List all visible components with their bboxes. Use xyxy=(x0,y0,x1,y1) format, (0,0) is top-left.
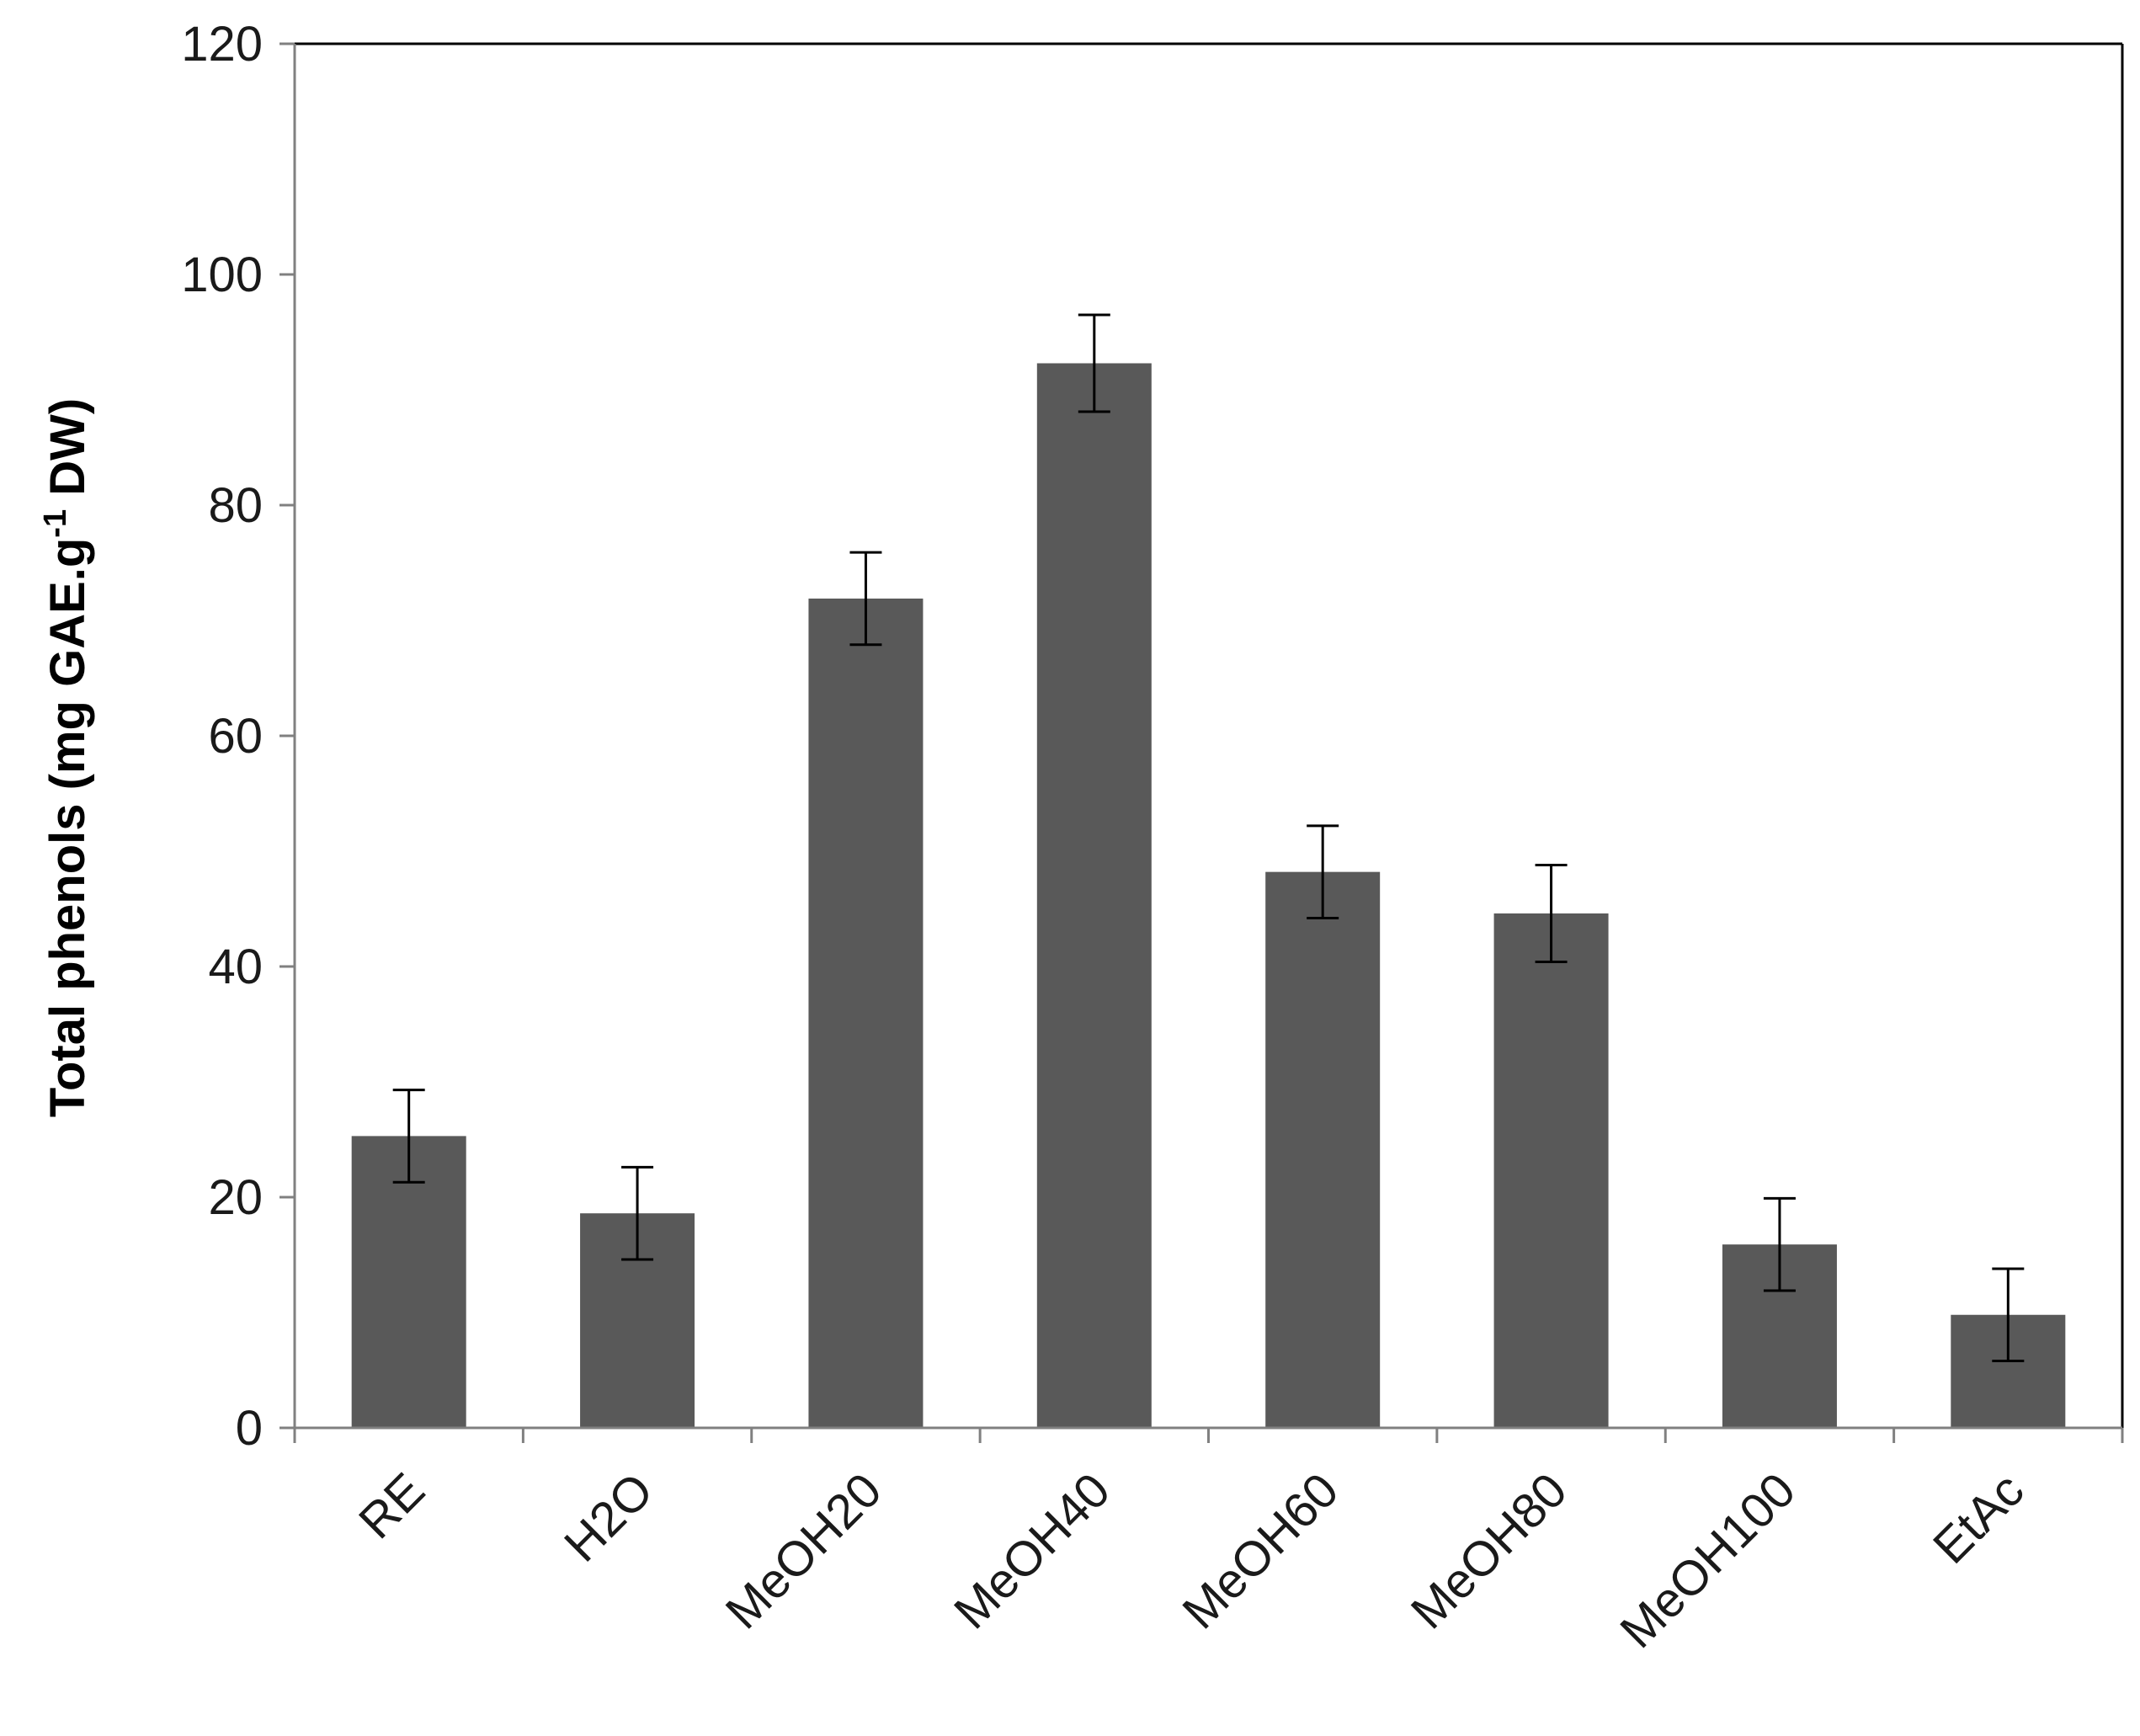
error-bar-meoh60 xyxy=(1307,824,1339,919)
x-labels-group: RE H2O MeOH20 MeOH40 MeOH60 MeOH80 MeOH100 EtAc xyxy=(349,1462,2035,1659)
y-ticks-group: 0 20 40 60 80 100 120 xyxy=(181,17,295,1456)
error-bar-meoh20 xyxy=(849,551,882,647)
y-tick-label: 100 xyxy=(181,248,263,302)
y-tick-label: 60 xyxy=(208,709,263,764)
bar-re xyxy=(351,1136,466,1428)
y-axis-label: Total phenols (mg GAE.g-1 DW) xyxy=(38,398,95,1117)
y-axis-label-main: Total phenols (mg GAE.g xyxy=(40,538,95,1117)
x-tick-label: EtAc xyxy=(1923,1462,2035,1574)
y-tick-label: 80 xyxy=(208,478,263,533)
y-axis-label-unit: DW) xyxy=(40,398,95,509)
error-bars-group xyxy=(392,313,2025,1363)
error-bar-meoh80 xyxy=(1535,863,1568,964)
error-bar-meoh100 xyxy=(1763,1196,1796,1292)
bar-meoh40 xyxy=(1036,363,1152,1428)
error-bar-meoh40 xyxy=(1078,313,1110,413)
y-tick-label: 0 xyxy=(236,1401,263,1456)
error-bar-h2o xyxy=(621,1165,654,1261)
x-tick-label: MeOH80 xyxy=(1401,1462,1578,1639)
bars-group xyxy=(351,363,2066,1428)
y-tick-label: 120 xyxy=(181,17,263,72)
y-axis-label-superscript: -1 xyxy=(38,509,73,538)
x-tick-label: MeOH40 xyxy=(944,1462,1121,1639)
x-tick-label: RE xyxy=(349,1462,435,1549)
axes-group xyxy=(293,42,2124,1443)
error-bar-etac xyxy=(1992,1267,2025,1363)
bar-meoh60 xyxy=(1265,871,1381,1428)
bar-meoh20 xyxy=(808,598,924,1428)
x-tick-label: MeOH20 xyxy=(716,1462,892,1639)
y-tick-label: 20 xyxy=(208,1170,263,1225)
error-bar-re xyxy=(392,1089,425,1184)
x-tick-label: MeOH100 xyxy=(1610,1462,1806,1659)
y-tick-label: 40 xyxy=(208,940,263,994)
bar-meoh80 xyxy=(1493,913,1609,1428)
x-tick-label: MeOH60 xyxy=(1172,1462,1349,1639)
x-tick-label: H2O xyxy=(554,1462,663,1572)
